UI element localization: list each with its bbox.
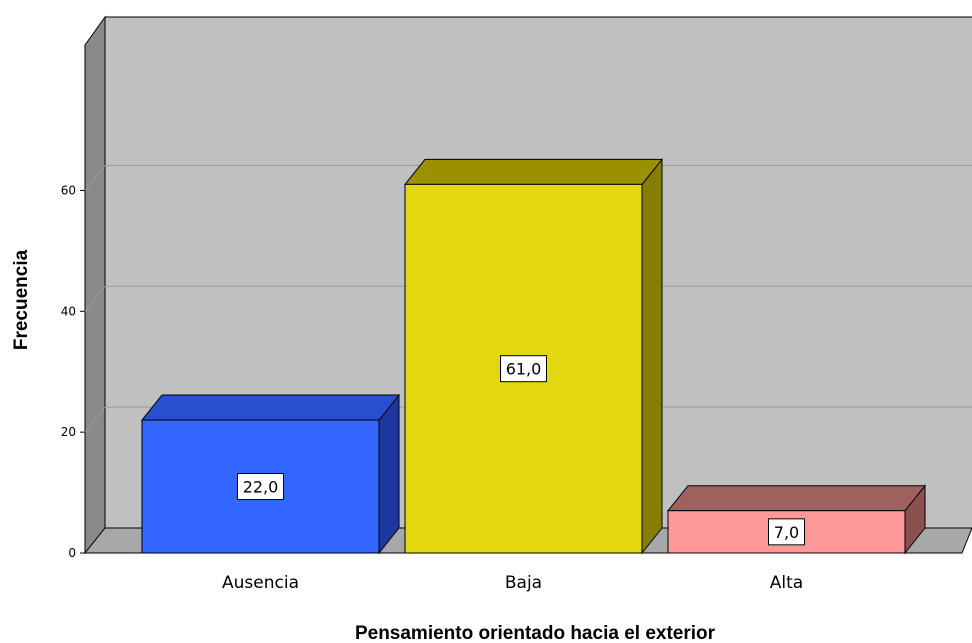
y-tick-label: 20: [61, 425, 76, 439]
x-category-label: Baja: [505, 573, 542, 593]
y-axis-title: Frecuencia: [11, 249, 32, 350]
y-tick-label: 60: [61, 183, 76, 197]
y-axis-ticks: 0 20 40 60: [61, 183, 85, 560]
gridline-wall: [84, 285, 106, 312]
data-label: 22,0: [243, 478, 279, 497]
data-label-box: [500, 355, 547, 383]
data-label: 7,0: [774, 523, 799, 542]
y-tick-label: 0: [68, 546, 76, 560]
y-tick-label: 40: [61, 304, 76, 318]
x-axis-title: Pensamiento orientado hacia el exterior: [355, 623, 716, 643]
bar-ausencia: 22,0: [140, 393, 401, 555]
bar-side: [378, 393, 400, 555]
x-axis-categories: Ausencia Baja Alta: [222, 573, 803, 593]
bar-baja: 61,0: [403, 157, 664, 555]
data-label-box: [768, 518, 805, 546]
bar-side: [641, 157, 663, 555]
bar-alta: 7,0: [666, 484, 927, 555]
x-category-label: Alta: [770, 573, 803, 593]
plot-left-wall: [84, 15, 106, 555]
bar-top: [403, 158, 664, 185]
data-label-box: [237, 473, 284, 501]
gridline-wall: [84, 406, 106, 433]
bars: 22,0 61,0 7,0: [140, 157, 927, 555]
bar-top: [666, 485, 927, 512]
data-label: 61,0: [506, 360, 542, 379]
bar-top: [140, 394, 401, 421]
gridline-wall: [84, 165, 106, 191]
x-category-label: Ausencia: [222, 573, 299, 593]
